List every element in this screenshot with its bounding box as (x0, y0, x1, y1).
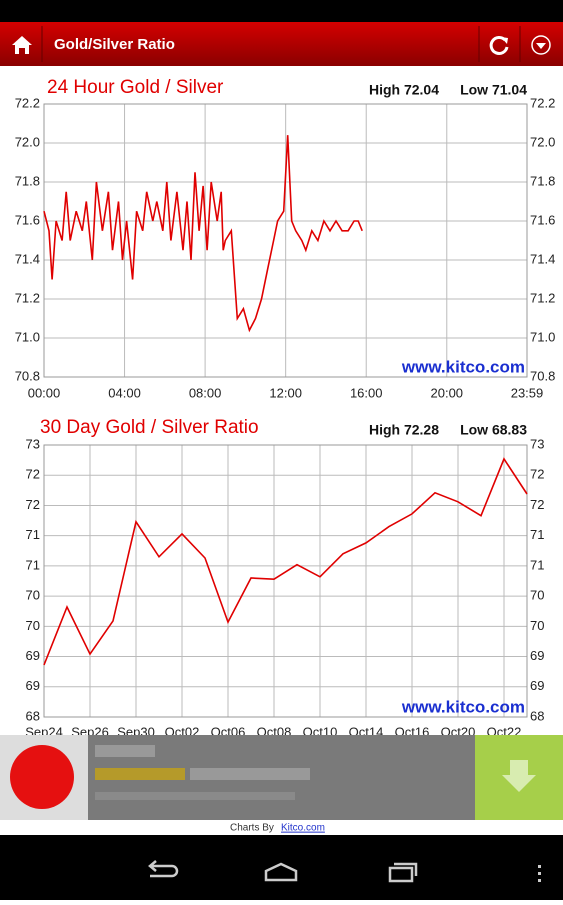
chart-low: Low 68.83 (460, 422, 527, 438)
menu-dropdown[interactable] (531, 35, 551, 55)
ad-banner[interactable] (0, 735, 563, 820)
plot-border (43, 444, 528, 718)
y2-tick-label: 72 (530, 497, 544, 512)
y2-tick-label: 71.6 (530, 212, 555, 227)
y-tick-label: 72.2 (15, 95, 40, 110)
y-tick-label: 70 (26, 618, 40, 633)
y-tick-label: 71.6 (15, 212, 40, 227)
y-tick-label: 71.4 (15, 251, 40, 266)
plot-border (43, 103, 528, 378)
y-tick-label: 69 (26, 648, 40, 663)
chart-low: Low 71.04 (460, 82, 527, 98)
overflow-menu[interactable] (538, 865, 541, 882)
recents-button[interactable] (388, 862, 418, 883)
y-tick-label: 72 (26, 497, 40, 512)
x-tick-label: 12:00 (269, 385, 302, 400)
watermark: www.kitco.com (401, 697, 525, 716)
y2-tick-label: 72.0 (530, 134, 555, 149)
chart-high: High 72.28 (369, 422, 439, 438)
y2-tick-label: 71.2 (530, 290, 555, 305)
watermark: www.kitco.com (401, 357, 525, 376)
app-bar (0, 22, 563, 66)
y2-tick-label: 71 (530, 527, 544, 542)
x-tick-label: 16:00 (350, 385, 383, 400)
chart-high: High 72.04 (369, 82, 439, 98)
footer-link[interactable]: Kitco.com (281, 823, 325, 834)
y-tick-label: 71.8 (15, 173, 40, 188)
y2-tick-label: 70 (530, 618, 544, 633)
y-tick-label: 70 (26, 588, 40, 603)
y2-tick-label: 71.4 (530, 251, 555, 266)
y-tick-label: 69 (26, 678, 40, 693)
y2-tick-label: 72 (530, 467, 544, 482)
y2-tick-label: 70 (530, 588, 544, 603)
x-tick-label: 04:00 (108, 385, 141, 400)
y2-tick-label: 71.8 (530, 173, 555, 188)
y-tick-label: 71.0 (15, 329, 40, 344)
y2-tick-label: 69 (530, 648, 544, 663)
charts: 24 Hour Gold / Silver High 72.04 Low 71.04… (15, 77, 556, 739)
refresh-button[interactable] (489, 35, 509, 55)
nav-bar (0, 835, 563, 900)
y2-tick-label: 68 (530, 708, 544, 723)
data-line (43, 457, 528, 666)
footer-text: Charts By (230, 823, 274, 834)
x-tick-label: 08:00 (189, 385, 222, 400)
y-tick-label: 70.8 (15, 368, 40, 383)
y2-tick-label: 70.8 (530, 368, 555, 383)
y-tick-label: 73 (26, 436, 40, 451)
y2-tick-label: 69 (530, 678, 544, 693)
y2-tick-label: 73 (530, 436, 544, 451)
y-tick-label: 72.0 (15, 134, 40, 149)
x-tick-label: 20:00 (431, 385, 464, 400)
chart-title: 24 Hour Gold / Silver (47, 77, 224, 98)
back-button[interactable] (148, 860, 179, 878)
y2-tick-label: 71.0 (530, 329, 555, 344)
y2-tick-label: 71 (530, 557, 544, 572)
y-tick-label: 72 (26, 467, 40, 482)
y-tick-label: 68 (26, 708, 40, 723)
x-tick-label: 23:59 (511, 385, 544, 400)
y-tick-label: 71 (26, 527, 40, 542)
status-bar (0, 0, 563, 22)
data-line (43, 135, 363, 333)
home-nav-button[interactable] (264, 862, 298, 882)
x-tick-label: 00:00 (28, 385, 61, 400)
y-tick-label: 71 (26, 557, 40, 572)
y2-tick-label: 72.2 (530, 95, 555, 110)
home-button[interactable] (12, 36, 32, 54)
chart-title: 30 Day Gold / Silver Ratio (40, 417, 259, 438)
app-title: Gold/Silver Ratio (54, 36, 175, 53)
y-tick-label: 71.2 (15, 290, 40, 305)
